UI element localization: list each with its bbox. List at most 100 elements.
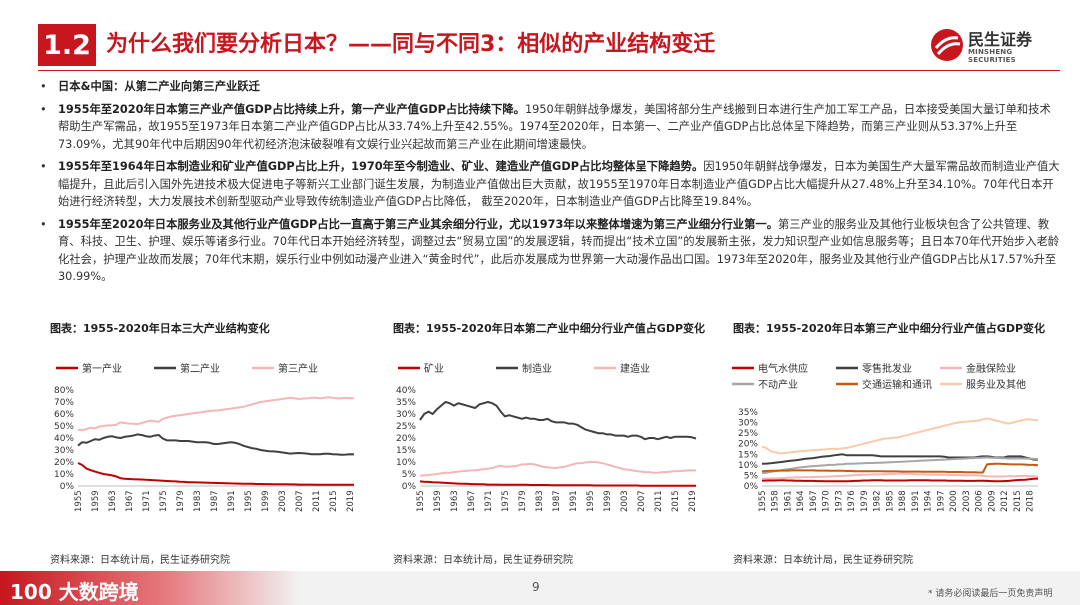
x-tick-label: 1999 <box>603 490 613 512</box>
x-tick-label: 1959 <box>433 490 443 512</box>
bullet-item: 1955年至2020年日本服务业及其他行业产值GDP占比一直高于第三产业其余细分… <box>38 216 1060 286</box>
y-tick-label: 40% <box>54 434 74 444</box>
series-line <box>419 480 696 487</box>
header-divider <box>38 70 1060 71</box>
x-tick-label: 1991 <box>569 490 579 512</box>
x-tick-label: 1979 <box>518 490 528 512</box>
x-tick-label: 2019 <box>688 490 698 512</box>
legend-label: 服务业及其他 <box>966 378 1026 391</box>
bullet-item: 1955年至1964年日本制造业和矿业产值GDP占比上升，1970年至今制造业、… <box>38 158 1060 211</box>
x-tick-label: 2003 <box>962 490 972 512</box>
bullet-text: 第三产业的服务业及其他行业板块包含了公共管理、教育、科技、卫生、护理、娱乐等诸多… <box>58 217 1060 284</box>
x-tick-label: 1975 <box>159 490 169 512</box>
legend-label: 第一产业 <box>82 362 122 375</box>
x-tick-label: 1971 <box>484 490 494 512</box>
y-tick-label: 5% <box>744 471 759 481</box>
section-number-badge: 1.2 <box>38 24 96 66</box>
y-tick-label: 25% <box>396 422 416 432</box>
legend-label: 金融保险业 <box>966 362 1016 375</box>
chart-secondary-industry: 矿业 制造业 建造业 0% 5% 10% 15% 20% 25% 30% 35% 40% 1955 195… <box>396 362 698 512</box>
x-tick-label: 2015 <box>1013 490 1023 512</box>
chart-source-1: 资料来源：日本统计局，民生证券研究院 <box>50 555 230 566</box>
x-tick-label: 1955 <box>416 490 426 512</box>
page-title: 为什么我们要分析日本？——同与不同3：相似的产业结构变迁 <box>106 32 716 57</box>
x-tick-label: 1963 <box>450 490 460 512</box>
disclaimer-text: * 请务必阅读最后一页免责声明 <box>928 589 1053 599</box>
x-tick-label: 2000 <box>949 490 959 512</box>
watermark-text: 100 大数跨境 <box>10 580 139 604</box>
x-tick-label: 2007 <box>637 490 647 512</box>
series-line <box>761 462 1039 474</box>
chart-caption-1: 图表：1955-2020年日本三大产业结构变化 <box>50 322 270 335</box>
series-line <box>761 456 1038 475</box>
legend-label: 制造业 <box>522 362 552 375</box>
y-tick-label: 30% <box>54 446 74 456</box>
legend-label: 不动产业 <box>758 378 798 391</box>
bullet-item: 1955年至2020年日本第三产业产值GDP占比持续上升，第一产业产值GDP占比… <box>38 101 1060 154</box>
x-tick-label: 1983 <box>535 490 545 512</box>
y-tick-label: 10% <box>396 458 416 468</box>
x-tick-label: 1997 <box>936 490 946 512</box>
x-tick-label: 1988 <box>898 490 908 512</box>
body-text: 日本&中国：从第二产业向第三产业跃迁 1955年至2020年日本第三产业产值GD… <box>38 78 1060 291</box>
legend-label: 第二产业 <box>180 362 220 375</box>
x-tick-label: 2007 <box>295 490 305 512</box>
x-tick-label: 1975 <box>501 490 511 512</box>
x-tick-label: 1964 <box>796 490 806 512</box>
chart-caption-2: 图表：1955-2020年日本第二产业中细分行业产值占GDP变化 <box>393 322 706 335</box>
legend-label: 电气水供应 <box>758 362 808 375</box>
x-tick-label: 1971 <box>142 490 152 512</box>
y-tick-label: 30% <box>738 419 758 429</box>
series-line <box>77 462 354 486</box>
series-line <box>77 433 355 456</box>
company-logo: 民生证券 MINSHENG SECURITIES <box>930 24 1060 66</box>
chart-source-2: 资料来源：日本统计局，民生证券研究院 <box>393 555 573 566</box>
footer-accent <box>0 571 300 605</box>
x-tick-label: 1991 <box>911 490 921 512</box>
bullet-item: 日本&中国：从第二产业向第三产业跃迁 <box>38 78 1060 96</box>
logo-text-cn: 民生证券 <box>968 30 1033 49</box>
x-tick-label: 1976 <box>847 490 857 512</box>
y-tick-label: 25% <box>738 429 758 439</box>
x-tick-label: 1979 <box>176 490 186 512</box>
legend-label: 第三产业 <box>278 362 318 375</box>
series-line <box>761 417 1039 455</box>
x-tick-label: 2003 <box>620 490 630 512</box>
y-tick-label: 70% <box>54 398 74 408</box>
y-tick-label: 5% <box>402 470 417 480</box>
x-tick-label: 1983 <box>193 490 203 512</box>
y-tick-label: 0% <box>60 482 75 492</box>
x-tick-label: 1955 <box>74 490 84 512</box>
y-tick-label: 35% <box>738 408 758 418</box>
y-tick-label: 40% <box>396 386 416 396</box>
x-tick-label: 1985 <box>885 490 895 512</box>
x-tick-label: 1970 <box>822 490 832 512</box>
x-tick-label: 1959 <box>91 490 101 512</box>
x-tick-label: 1995 <box>586 490 596 512</box>
y-tick-label: 15% <box>396 446 416 456</box>
bullet-text: 1950年朝鲜战争爆发，美国将部分生产线搬到日本进行生产加工军工产品，日本接受美… <box>58 102 1051 151</box>
x-tick-label: 2019 <box>346 490 356 512</box>
x-tick-label: 1967 <box>125 490 135 512</box>
x-tick-label: 1955 <box>758 490 768 512</box>
x-tick-label: 1995 <box>244 490 254 512</box>
bullet-heading: 1955年至1964年日本制造业和矿业产值GDP占比上升，1970年至今制造业、… <box>58 160 704 173</box>
chart-caption-3: 图表：1955-2020年日本第三产业中细分行业产值占GDP变化 <box>733 322 1046 335</box>
x-tick-label: 1961 <box>783 490 793 512</box>
y-tick-label: 10% <box>738 461 758 471</box>
x-tick-label: 2009 <box>987 490 997 512</box>
bullet-heading: 1955年至2020年日本服务业及其他行业产值GDP占比一直高于第三产业其余细分… <box>58 217 778 231</box>
y-tick-label: 20% <box>54 458 74 468</box>
series-line <box>419 461 696 477</box>
minsheng-logo-icon <box>931 29 963 61</box>
x-tick-label: 1991 <box>227 490 237 512</box>
x-tick-label: 2012 <box>1000 490 1010 512</box>
x-tick-label: 1963 <box>108 490 118 512</box>
x-tick-label: 2015 <box>329 490 339 512</box>
bullet-text: 因1950年朝鲜战争爆发，日本为美国生产大量军需品故而制造业产值大幅提升，且此后… <box>58 160 1060 208</box>
logo-text-en: MINSHENG SECURITIES <box>968 48 1016 64</box>
y-tick-label: 0% <box>744 482 759 492</box>
y-tick-label: 15% <box>738 450 758 460</box>
x-tick-label: 2003 <box>278 490 288 512</box>
